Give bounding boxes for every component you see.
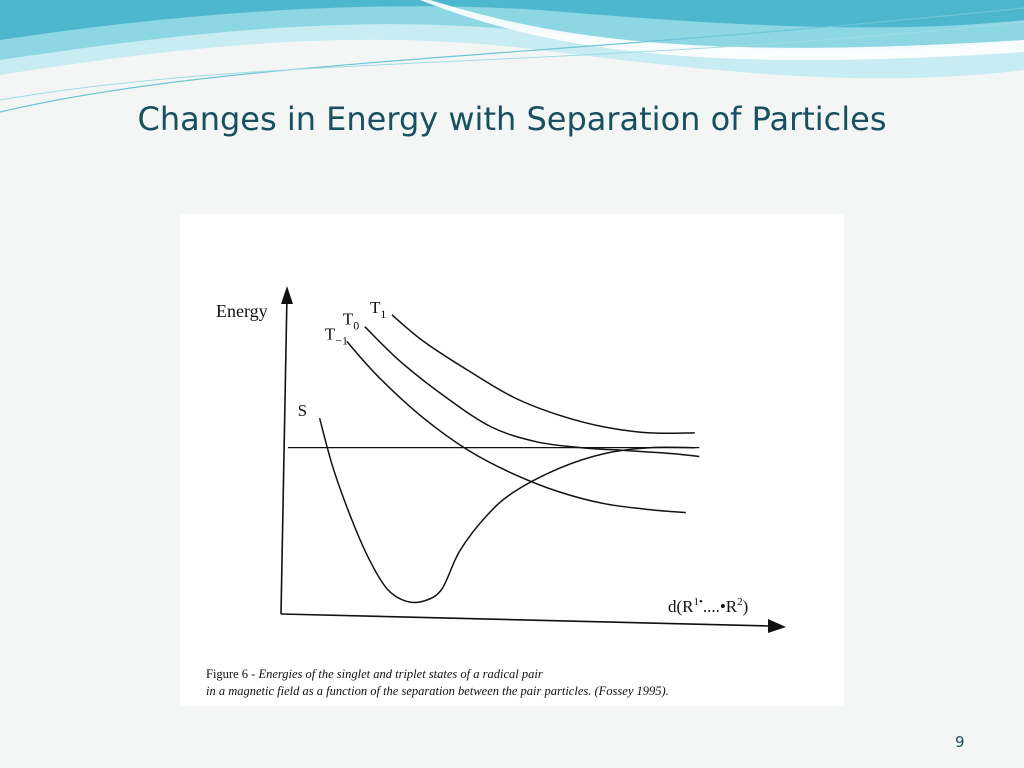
figure-caption: Figure 6 - Energies of the singlet and t… <box>206 666 826 700</box>
caption-line-2: in a magnetic field as a function of the… <box>206 684 669 698</box>
series-label-t1: T1 <box>370 298 386 321</box>
y-axis-arrow <box>281 286 293 304</box>
y-axis-line <box>280 293 288 615</box>
energy-chart: Energy d(R1•....•R2) S T−1T0 T1 <box>216 286 786 633</box>
x-axis-label-mid: ....•R <box>703 597 738 616</box>
x-axis-label-sup1: 1• <box>694 596 704 608</box>
caption-line-1: Energies of the singlet and triplet stat… <box>258 667 543 681</box>
y-axis-label: Energy <box>216 301 268 321</box>
series-label-t0: T0 <box>343 310 359 333</box>
x-axis-label-sup2: 2 <box>737 596 743 608</box>
x-axis-label-close: ) <box>743 597 749 616</box>
series-line-t-1 <box>346 340 686 514</box>
series-label-s: S <box>298 401 307 420</box>
series-label-t-1: T−1 <box>325 324 348 347</box>
series-line-t1 <box>391 314 695 435</box>
page-number: 9 <box>955 733 965 751</box>
series-line-t0 <box>364 326 700 458</box>
wave-band-dark <box>0 0 1024 40</box>
wave-decoration <box>0 0 1024 113</box>
figure-panel: Energy d(R1•....•R2) S T−1 T0 T1 Figure 6 -… <box>180 214 844 706</box>
x-axis-line <box>280 613 771 627</box>
wave-white-swoosh <box>420 0 1024 61</box>
slide-title: Changes in Energy with Separation of Par… <box>137 100 887 138</box>
chart-axes <box>280 286 786 633</box>
x-axis-arrow <box>768 619 786 633</box>
wave-line-1 <box>0 7 1024 113</box>
x-axis-label: d(R1•....•R2) <box>668 596 748 616</box>
caption-label: Figure 6 - <box>206 667 259 681</box>
series-layer <box>318 314 700 604</box>
x-axis-label-base: d(R <box>668 597 694 616</box>
series-labels: S T−1T0 T1 <box>298 298 387 420</box>
wave-line-2 <box>0 21 1024 101</box>
series-line-s <box>318 417 695 604</box>
